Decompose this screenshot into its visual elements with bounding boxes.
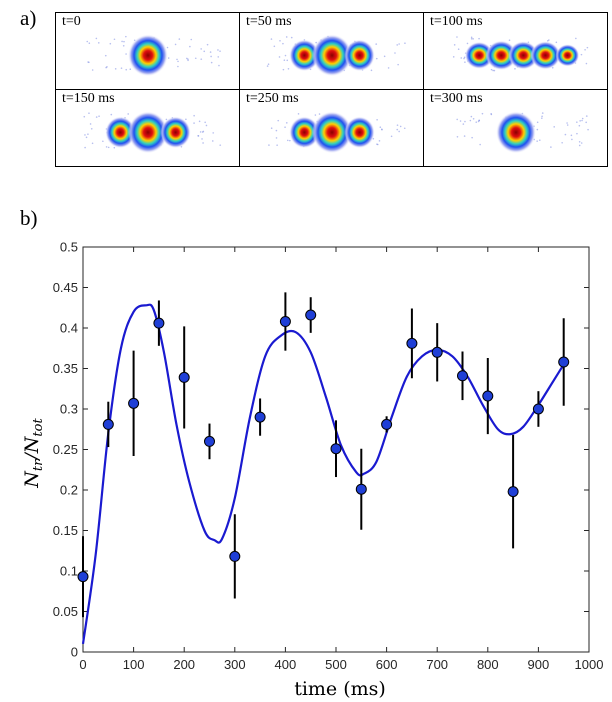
y-tick-label: 0.25 (53, 442, 78, 457)
cloud-image (268, 111, 406, 154)
x-tick-label: 200 (173, 657, 195, 672)
atom-cloud-peak (555, 44, 580, 67)
y-tick-label: 0.2 (60, 483, 78, 498)
x-tick-label: 600 (376, 657, 398, 672)
cloud-image (266, 34, 406, 77)
data-point (431, 346, 443, 358)
x-tick-label: 1000 (575, 657, 604, 672)
data-point (507, 486, 519, 498)
y-tick-label: 0.3 (60, 402, 78, 417)
atom-cloud-peak (496, 111, 536, 154)
data-point (178, 371, 190, 383)
image-panel-label: t=0 (60, 14, 83, 30)
data-point (153, 317, 165, 329)
y-tick-label: 0.5 (60, 240, 78, 255)
image-panel: t=150 ms (56, 90, 240, 167)
image-panel: t=0 (56, 13, 240, 90)
data-point (128, 397, 140, 409)
data-point (532, 403, 544, 415)
atom-cloud-peak (312, 34, 352, 77)
x-tick-label: 800 (477, 657, 499, 672)
y-tick-label: 0.05 (53, 604, 78, 619)
data-point (77, 571, 89, 583)
x-tick-label: 400 (275, 657, 297, 672)
data-point (381, 418, 393, 430)
fit-curve-group (81, 303, 565, 645)
x-tick-label: 500 (325, 657, 347, 672)
atom-cloud-peak (105, 116, 136, 149)
x-tick-label: 700 (426, 657, 448, 672)
atom-cloud-peak (289, 116, 320, 149)
data-point (482, 390, 494, 402)
y-ticks: 0 0.05 0.1 0.15 0.2 0.25 0.3 0.35 0.4 0.45 0.5 (53, 240, 589, 660)
image-grid: t=0 t=50 ms t=100 ms t=150 ms t=250 ms t=300 … (55, 12, 608, 167)
cloud-image (456, 111, 589, 154)
atom-cloud-peak (530, 41, 561, 70)
atom-cloud-peak (128, 34, 168, 77)
x-tick-label: 100 (123, 657, 145, 672)
image-panel-label: t=100 ms (428, 14, 485, 30)
y-tick-label: 0.1 (60, 564, 78, 579)
image-panel-label: t=250 ms (244, 91, 301, 107)
data-point (254, 411, 266, 423)
image-panel-label: t=300 ms (428, 91, 485, 107)
data-point (457, 370, 468, 382)
y-axis-label: Ntr/Ntot (21, 418, 46, 489)
data-points-group (77, 292, 570, 618)
atom-cloud-peak (464, 41, 494, 69)
atom-cloud-peak (344, 39, 375, 72)
data-point (406, 337, 418, 349)
atom-cloud-peak (312, 111, 352, 154)
image-panel-label: t=150 ms (60, 91, 117, 107)
image-panel: t=50 ms (240, 13, 424, 90)
data-point (330, 443, 342, 455)
atom-cloud-peak (160, 116, 191, 149)
atom-cloud-peak (128, 111, 168, 154)
y-label-sep: /N (21, 435, 43, 461)
y-label-sub1: tr (31, 459, 46, 471)
atom-cloud-peak (344, 116, 375, 149)
panel-a-label: a) (20, 6, 37, 30)
cloud-image (83, 111, 222, 154)
y-label-n: N (21, 470, 43, 489)
data-point (305, 309, 317, 321)
data-point (102, 418, 114, 430)
y-tick-label: 0.35 (53, 361, 78, 376)
image-panel: t=250 ms (240, 90, 424, 167)
image-panel: t=100 ms (424, 13, 608, 90)
data-point (204, 435, 215, 447)
y-tick-label: 0.4 (60, 321, 78, 336)
x-tick-label: 300 (224, 657, 246, 672)
x-tick-label: 0 (79, 657, 86, 672)
image-panel-label: t=50 ms (244, 14, 294, 30)
y-tick-label: 0.15 (53, 523, 78, 538)
atom-cloud-peak (289, 39, 320, 72)
x-axis-label: time (ms) (294, 678, 386, 700)
x-ticks: 0 100 200 300 400 500 600 700 800 900 1000 (79, 247, 603, 672)
atom-cloud-peak (485, 40, 517, 71)
image-panel: t=300 ms (424, 90, 608, 167)
fit-curve (81, 303, 565, 645)
data-point (229, 550, 241, 562)
data-point (279, 316, 291, 328)
data-point (558, 356, 570, 368)
y-tick-label: 0.45 (53, 280, 78, 295)
cloud-image (452, 36, 589, 72)
atom-cloud-peak (508, 41, 539, 70)
cloud-image (86, 34, 221, 77)
x-tick-label: 900 (528, 657, 550, 672)
data-point (355, 483, 367, 495)
y-tick-label: 0 (71, 645, 78, 660)
panel-b-label: b) (20, 206, 38, 230)
y-label-sub2: tot (31, 418, 46, 437)
